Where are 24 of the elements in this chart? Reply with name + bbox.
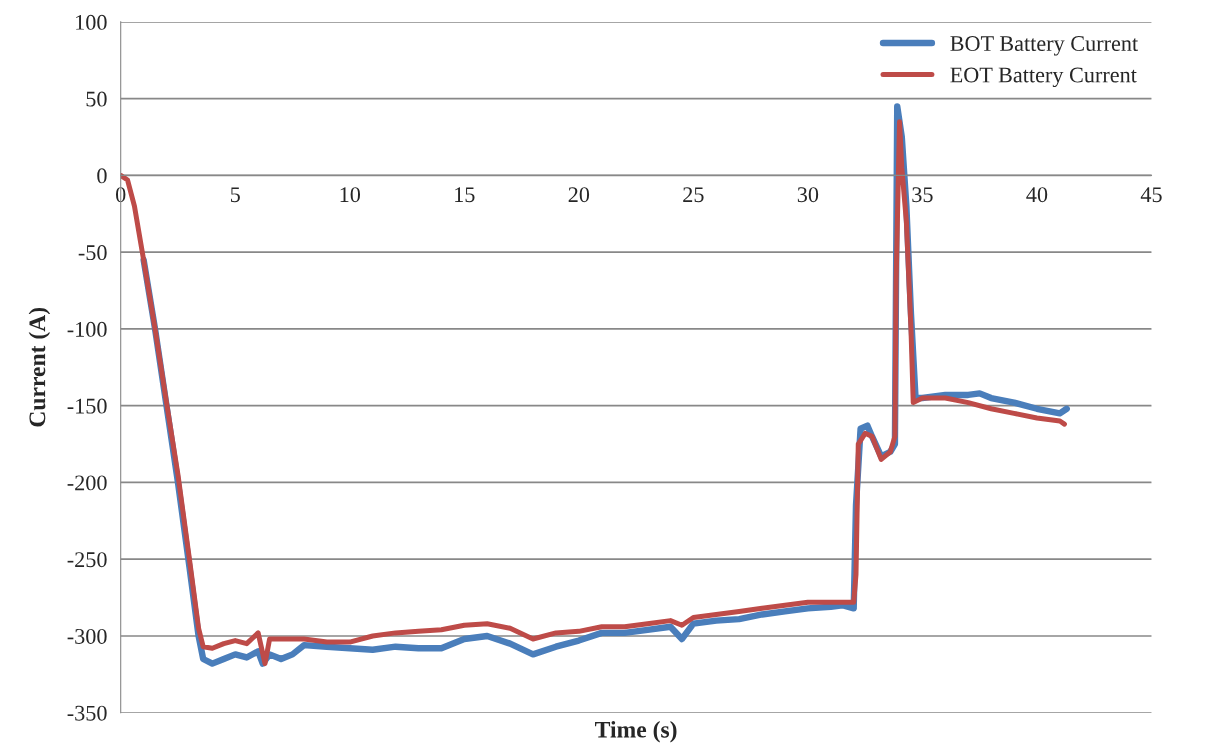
y-axis-title: Current (A) [28, 307, 51, 427]
x-tick-label: 40 [1026, 187, 1048, 203]
x-tick-label: 20 [568, 187, 590, 203]
y-tick-label: -200 [67, 475, 107, 491]
y-tick-label: -300 [67, 628, 107, 644]
x-tick-label: 30 [797, 187, 819, 203]
y-tick-label: -350 [67, 705, 107, 721]
y-tick-label: -250 [67, 552, 107, 568]
y-tick-label: -50 [78, 245, 107, 261]
x-tick-label: 15 [455, 187, 475, 203]
y-tick-label: -100 [67, 321, 107, 337]
x-axis-title: Time (s) [595, 721, 677, 743]
x-tick-label: 5 [230, 187, 240, 203]
x-tick-label: 10 [340, 187, 361, 203]
x-tick-label: 25 [683, 187, 704, 203]
legend-label: BOT Battery Current [950, 36, 1139, 56]
x-tick-label: 35 [912, 187, 933, 203]
y-tick-label: 100 [76, 14, 107, 30]
y-tick-label: 0 [97, 168, 107, 184]
x-tick-label: 45 [1140, 187, 1162, 203]
x-tick-label: 0 [115, 187, 126, 203]
y-tick-label: 50 [86, 91, 107, 107]
legend-label: EOT Battery Current [950, 67, 1137, 88]
y-tick-label: -150 [67, 398, 107, 414]
